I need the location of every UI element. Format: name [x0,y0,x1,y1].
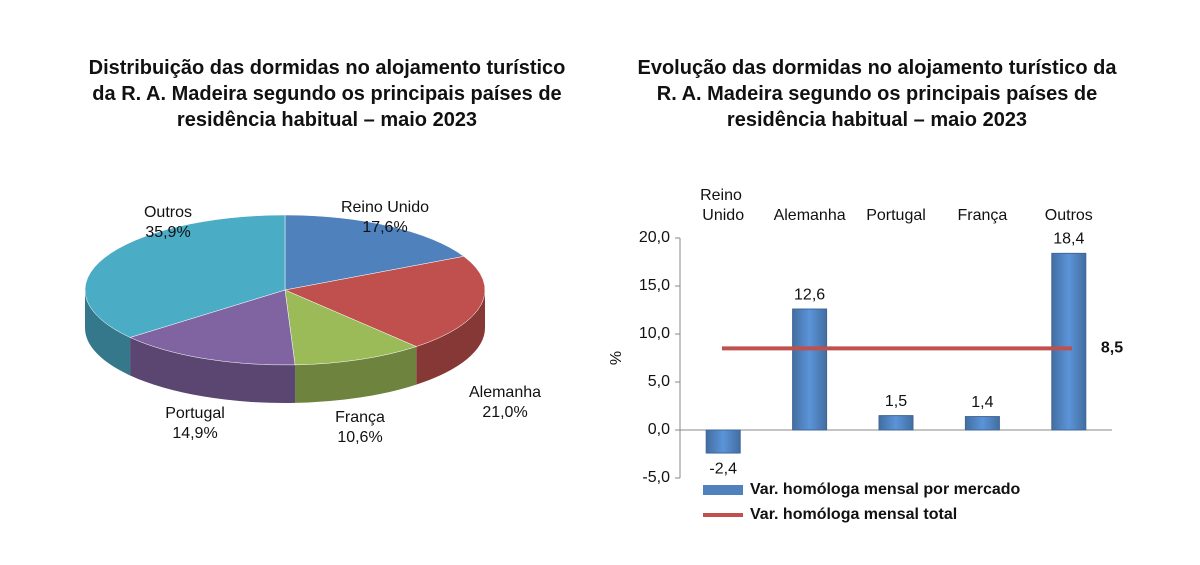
bar-value-label: -2,4 [709,460,737,477]
pie-label: Portugal [165,405,225,422]
pie-label: Outros [144,204,192,221]
legend-label: Var. homóloga mensal por mercado [750,481,1021,498]
category-label: Alemanha [774,207,846,224]
bar-value-label: 1,5 [885,393,907,410]
pie-value-label: 14,9% [172,425,217,442]
pie-slice [284,214,465,291]
y-tick-label: 5,0 [648,373,670,390]
pie-label: Reino Unido [341,199,429,216]
pie-value-label: 17,6% [362,219,407,236]
reference-value-label: 8,5 [1101,340,1123,357]
y-tick-label: 20,0 [639,229,670,246]
pie-label: França [335,409,385,426]
category-label: Outros [1045,207,1093,224]
bar [878,415,914,431]
pie-side [130,337,296,403]
y-tick-label: 0,0 [648,421,670,438]
pie-slice [84,214,286,338]
bar-title: Evolução das dormidas no alojamento turí… [637,57,1117,131]
bar-value-label: 12,6 [794,286,825,303]
category-label: Reino Unido [700,187,746,224]
bar [792,308,828,431]
bar [705,429,741,454]
bar-value-label: 1,4 [971,394,993,411]
y-axis-label: % [608,351,625,365]
y-tick-label: 10,0 [639,325,670,342]
category-label: França [958,207,1008,224]
bar [1051,252,1087,431]
category-label: Portugal [866,207,926,224]
pie-value-label: 21,0% [482,404,527,421]
pie-slice [284,256,486,347]
pie-side [295,346,417,403]
pie-slice [129,289,296,366]
pie-side [416,290,485,385]
bar [964,416,1000,431]
legend-swatch [703,485,743,495]
pie-slice [284,289,418,366]
y-tick-label: 15,0 [639,277,670,294]
y-tick-label: -5,0 [642,469,670,486]
pie-value-label: 10,6% [337,429,382,446]
pie-side [85,290,131,376]
pie-title: Distribuição das dormidas no alojamento … [88,57,566,131]
pie-label: Alemanha [469,384,541,401]
legend-label: Var. homóloga mensal total [750,506,957,523]
bar-value-label: 18,4 [1053,231,1084,248]
pie-value-label: 35,9% [145,224,190,241]
